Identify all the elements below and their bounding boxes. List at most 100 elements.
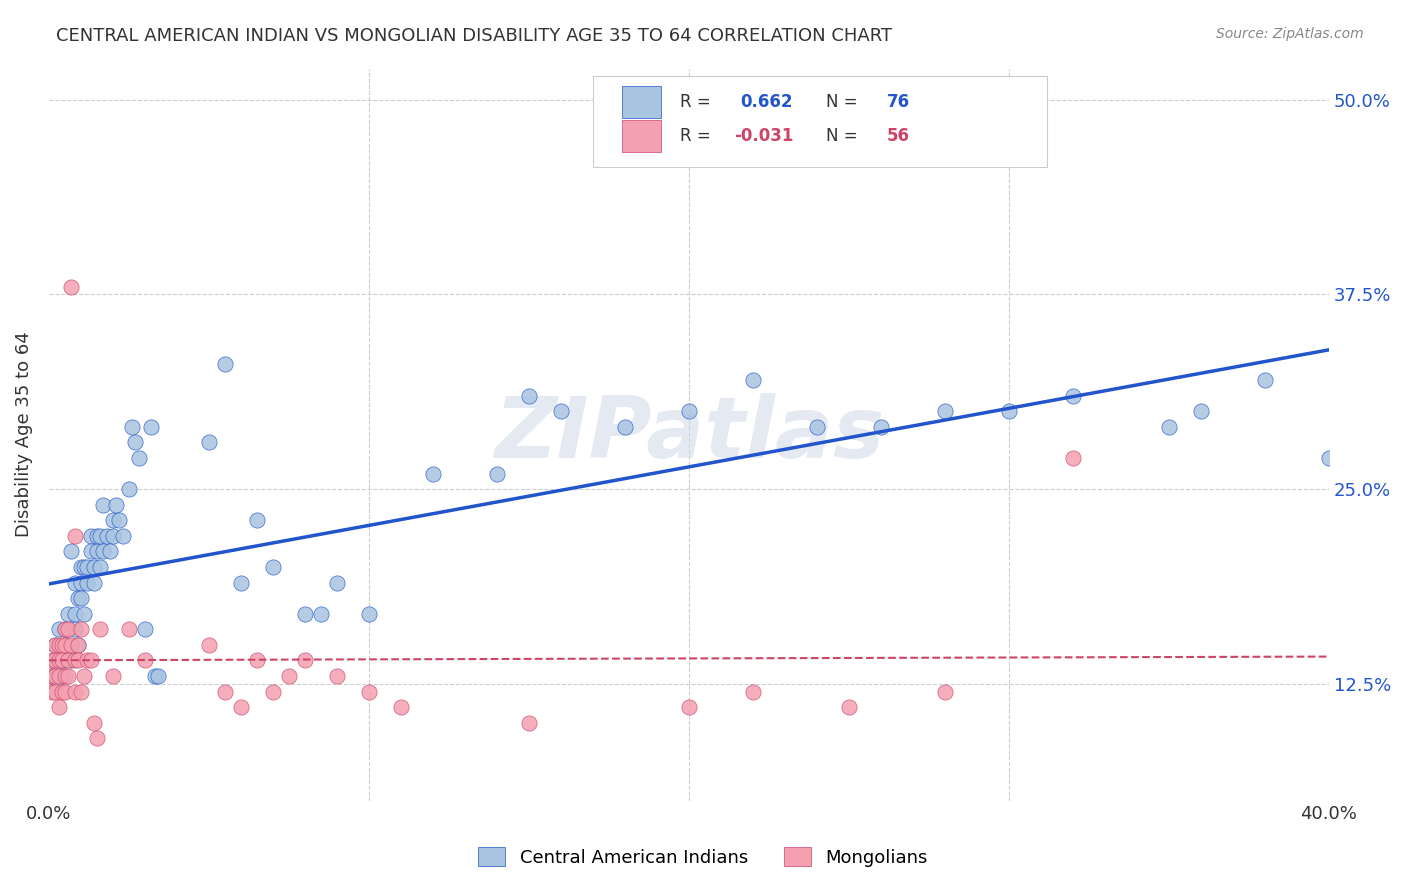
Point xyxy=(357,684,380,698)
Point xyxy=(76,560,98,574)
Point xyxy=(53,638,76,652)
Y-axis label: Disability Age 35 to 64: Disability Age 35 to 64 xyxy=(15,332,32,538)
Point xyxy=(51,669,73,683)
Point xyxy=(678,700,700,714)
Point xyxy=(105,498,128,512)
Point xyxy=(134,653,156,667)
Point xyxy=(51,638,73,652)
Point xyxy=(294,607,316,621)
Point xyxy=(422,467,444,481)
Point xyxy=(63,653,86,667)
Point xyxy=(63,684,86,698)
Point xyxy=(41,669,63,683)
Point xyxy=(41,684,63,698)
Point xyxy=(48,700,70,714)
Point xyxy=(44,669,66,683)
Point xyxy=(118,622,141,636)
Point xyxy=(60,279,83,293)
Text: -0.031: -0.031 xyxy=(734,127,793,145)
Point xyxy=(60,653,83,667)
Point xyxy=(70,591,93,606)
Text: ZIPatlas: ZIPatlas xyxy=(494,393,884,476)
Point xyxy=(48,669,70,683)
Point xyxy=(86,544,108,558)
Point xyxy=(51,684,73,698)
Point xyxy=(118,482,141,496)
Point xyxy=(89,622,111,636)
Point xyxy=(86,731,108,746)
Point xyxy=(246,653,269,667)
Point xyxy=(41,669,63,683)
Point xyxy=(53,638,76,652)
Point xyxy=(550,404,572,418)
Point xyxy=(141,419,163,434)
Point xyxy=(93,498,115,512)
Point xyxy=(1062,389,1084,403)
Point xyxy=(66,653,89,667)
Point xyxy=(869,419,891,434)
Point xyxy=(56,638,79,652)
Point xyxy=(70,560,93,574)
FancyBboxPatch shape xyxy=(623,87,661,119)
Point xyxy=(56,669,79,683)
Point xyxy=(143,669,166,683)
Point xyxy=(53,669,76,683)
Point xyxy=(326,575,349,590)
Point xyxy=(56,622,79,636)
Point xyxy=(79,653,101,667)
Point xyxy=(1157,419,1180,434)
Text: R =: R = xyxy=(681,93,716,112)
Point xyxy=(76,575,98,590)
Text: N =: N = xyxy=(825,93,863,112)
Point xyxy=(44,653,66,667)
Point xyxy=(146,669,169,683)
Point xyxy=(66,638,89,652)
Point xyxy=(53,622,76,636)
Point xyxy=(51,653,73,667)
Point xyxy=(60,544,83,558)
Point xyxy=(63,622,86,636)
Point xyxy=(70,575,93,590)
FancyBboxPatch shape xyxy=(623,120,661,152)
Point xyxy=(998,404,1021,418)
Point xyxy=(63,529,86,543)
Point xyxy=(79,544,101,558)
Point xyxy=(101,669,124,683)
Point xyxy=(108,513,131,527)
Point xyxy=(246,513,269,527)
Point xyxy=(51,653,73,667)
Point xyxy=(485,467,508,481)
Point xyxy=(741,373,763,387)
Point xyxy=(70,684,93,698)
Point xyxy=(66,638,89,652)
Point xyxy=(89,560,111,574)
Point xyxy=(41,653,63,667)
Point xyxy=(278,669,301,683)
Point xyxy=(678,404,700,418)
Point xyxy=(53,653,76,667)
Point xyxy=(60,638,83,652)
Text: R =: R = xyxy=(681,127,716,145)
Point xyxy=(48,669,70,683)
Point xyxy=(83,560,105,574)
Point xyxy=(806,419,828,434)
Point xyxy=(56,607,79,621)
Point xyxy=(101,513,124,527)
Text: 0.662: 0.662 xyxy=(740,93,793,112)
Point xyxy=(1254,373,1277,387)
Point xyxy=(89,529,111,543)
Point xyxy=(66,591,89,606)
Point xyxy=(111,529,134,543)
Point xyxy=(73,669,96,683)
Legend: Central American Indians, Mongolians: Central American Indians, Mongolians xyxy=(471,840,935,874)
Point xyxy=(1189,404,1212,418)
Point xyxy=(101,529,124,543)
Point xyxy=(934,684,956,698)
Point xyxy=(741,684,763,698)
Point xyxy=(613,419,636,434)
Point xyxy=(262,684,284,698)
Point xyxy=(86,529,108,543)
Point xyxy=(70,622,93,636)
Point xyxy=(134,622,156,636)
Point xyxy=(93,544,115,558)
